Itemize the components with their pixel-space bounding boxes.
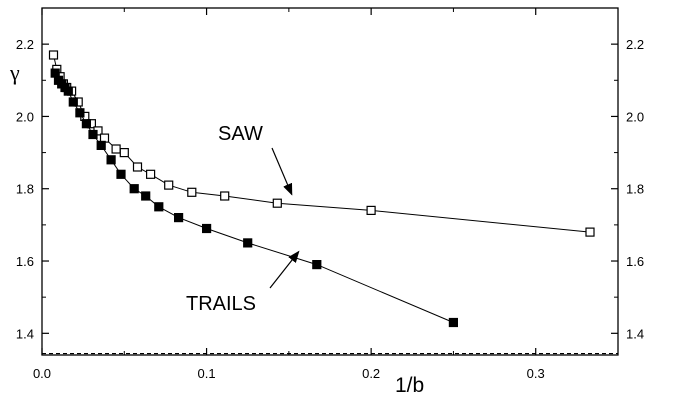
series-line-saw	[53, 54, 591, 233]
x-tick-label: 0.3	[527, 366, 545, 381]
data-point-trails	[243, 238, 253, 248]
data-point-saw	[187, 187, 197, 197]
y-tick-label-right: 1.6	[626, 254, 644, 269]
data-point-trails	[96, 140, 106, 150]
data-point-trails	[81, 119, 92, 129]
data-point-saw	[272, 198, 282, 208]
data-point-trails	[202, 223, 212, 234]
y-tick-label-left: 2.2	[16, 37, 34, 52]
data-point-saw	[164, 180, 174, 190]
data-point-trails	[154, 202, 164, 212]
data-point-trails	[106, 155, 116, 165]
data-point-saw	[48, 50, 59, 60]
data-point-trails	[448, 317, 458, 328]
y-tick-label-right: 2.0	[626, 109, 644, 124]
data-point-saw	[220, 191, 230, 201]
y-tick-label-left: 2.0	[16, 109, 34, 124]
data-point-saw	[585, 227, 595, 237]
data-point-saw	[111, 144, 121, 154]
data-point-trails	[312, 260, 322, 270]
annotation-arrow-saw	[271, 147, 293, 196]
y-tick-label-right: 1.4	[626, 326, 644, 341]
x-tick-label: 0.1	[198, 366, 216, 381]
x-axis-label: 1/b	[395, 374, 424, 397]
y-tick-label-right: 1.8	[626, 182, 644, 197]
data-point-trails	[116, 169, 126, 179]
plot-frame	[41, 7, 619, 356]
data-point-saw	[146, 169, 156, 179]
y-tick-label-left: 1.8	[16, 182, 34, 197]
x-tick-label: 0.0	[33, 366, 51, 381]
data-point-saw	[119, 148, 129, 158]
y-tick-label-right: 2.2	[626, 37, 644, 52]
x-tick-label: 0.2	[362, 366, 380, 381]
series-line-trails	[54, 72, 454, 323]
data-point-trails	[75, 108, 85, 118]
data-point-trails	[68, 97, 78, 107]
data-point-trails	[174, 213, 184, 223]
data-point-saw	[366, 205, 376, 215]
annotation-saw: SAW	[218, 123, 263, 145]
y-tick-label-left: 1.6	[16, 254, 34, 269]
data-point-trails	[129, 184, 139, 194]
y-tick-label-left: 1.4	[16, 326, 34, 341]
annotation-trails: TRAILS	[186, 293, 256, 315]
data-point-trails	[88, 129, 98, 140]
y-axis-label: γ	[9, 60, 20, 85]
annotation-arrow-trails	[269, 250, 300, 289]
data-point-trails	[63, 86, 73, 96]
data-point-saw	[132, 162, 143, 172]
data-point-trails	[141, 191, 151, 201]
